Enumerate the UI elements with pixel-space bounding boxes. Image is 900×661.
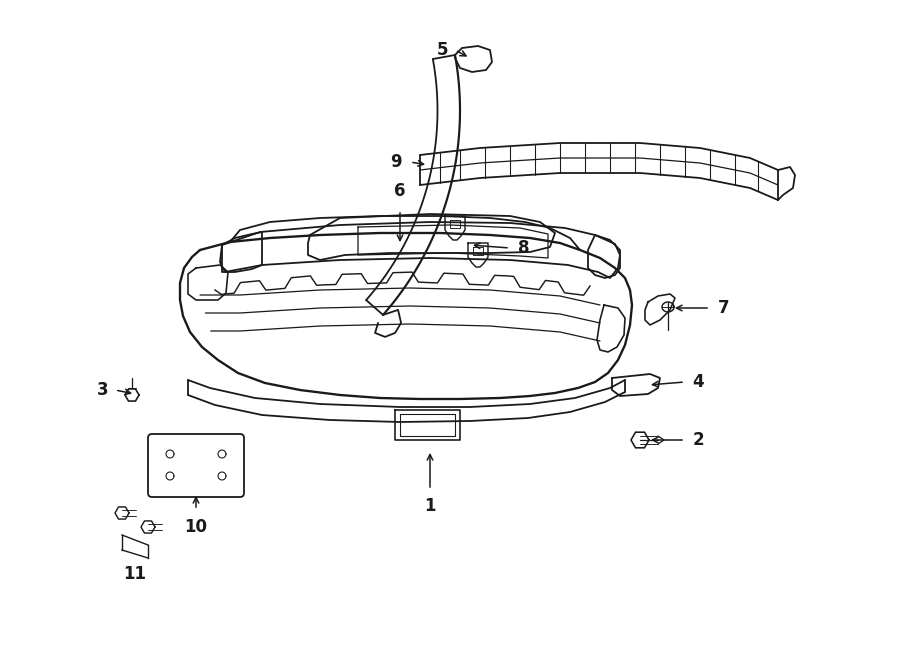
Text: 3: 3 [96,381,108,399]
Text: 9: 9 [391,153,402,171]
Text: 7: 7 [718,299,730,317]
Text: 1: 1 [424,497,436,515]
Text: 2: 2 [693,431,705,449]
Text: 6: 6 [394,182,406,200]
Text: 10: 10 [184,518,208,536]
Text: 5: 5 [436,41,448,59]
Text: 8: 8 [518,239,529,257]
Text: 4: 4 [692,373,704,391]
Text: 11: 11 [123,565,147,583]
